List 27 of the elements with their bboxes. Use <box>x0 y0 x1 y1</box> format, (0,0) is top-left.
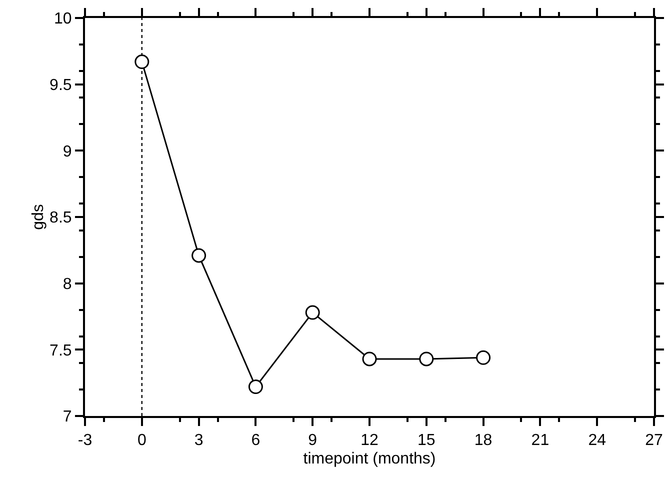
y-tick-label: 10 <box>54 10 72 28</box>
point <box>419 352 434 366</box>
x-tick-label: 0 <box>137 432 146 450</box>
x-tick-label: -3 <box>78 432 92 450</box>
point <box>192 248 206 263</box>
y-axis-title: gds <box>30 204 47 230</box>
point <box>248 380 263 394</box>
x-tick-label: 9 <box>308 432 318 450</box>
x-tick-label: 12 <box>360 432 378 450</box>
point <box>476 350 491 365</box>
x-tick-label: 27 <box>645 432 663 450</box>
y-tick-label: 9.5 <box>50 76 72 94</box>
x-tick-label: 18 <box>474 432 492 450</box>
y-tick-label: 8.5 <box>50 210 72 227</box>
y-tick-label: 9 <box>62 143 72 160</box>
x-tick-label: 15 <box>418 432 436 450</box>
x-tick-label: 21 <box>531 432 550 450</box>
point <box>305 305 320 320</box>
y-tick-label: 7 <box>62 408 72 426</box>
point <box>134 54 150 70</box>
x-tick-label: 3 <box>194 432 204 450</box>
y-tick-label: 8 <box>62 276 72 293</box>
x-tick-label: 24 <box>588 432 606 450</box>
y-tick-label: 7.5 <box>50 342 72 360</box>
point <box>362 352 377 366</box>
x-tick-label: 6 <box>251 432 260 450</box>
x-axis-title: timepoint (months) <box>303 450 436 468</box>
